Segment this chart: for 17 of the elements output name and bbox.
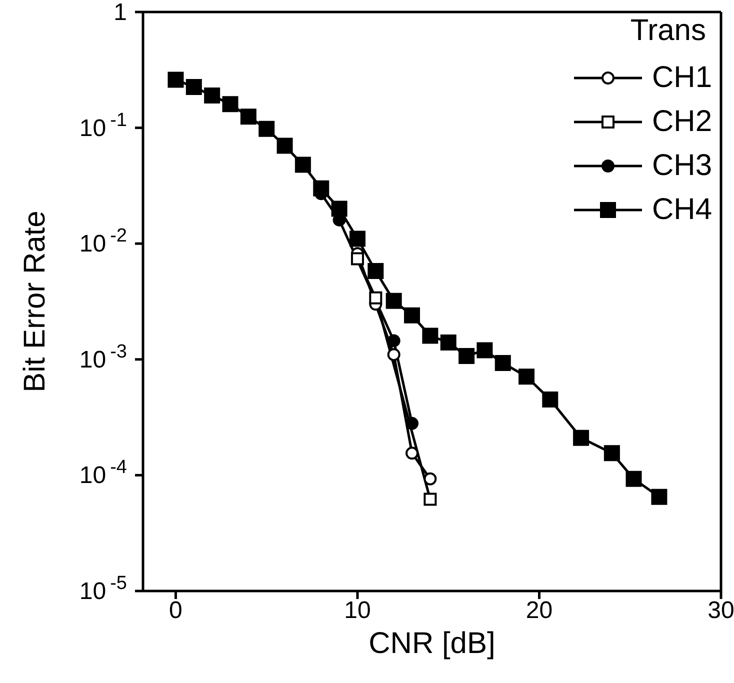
x-tick-label: 0 xyxy=(169,597,182,624)
y-axis-title: Bit Error Rate xyxy=(18,210,52,392)
legend-label: CH3 xyxy=(652,149,712,183)
y-tick-label: 10$^{-3}$ xyxy=(79,340,127,374)
y-tick-label: 10$^{-1}$ xyxy=(79,109,127,142)
x-tick-label: 20 xyxy=(526,597,553,624)
legend-label: CH4 xyxy=(652,193,712,227)
y-tick-label: 10$^{-4}$ xyxy=(79,456,128,490)
x-tick-label: 30 xyxy=(708,597,734,624)
legend-label: CH2 xyxy=(652,105,712,139)
legend-label: CH1 xyxy=(652,61,712,95)
y-tick-label: 10$^{-5}$ xyxy=(79,572,127,605)
legend-title: Trans xyxy=(629,14,706,48)
y-tick-label: 1 xyxy=(114,0,127,26)
y-tick-label: 10$^{-2}$ xyxy=(79,225,127,258)
x-axis-title: CNR [dB] xyxy=(368,627,496,660)
x-tick-label: 10 xyxy=(344,597,371,624)
